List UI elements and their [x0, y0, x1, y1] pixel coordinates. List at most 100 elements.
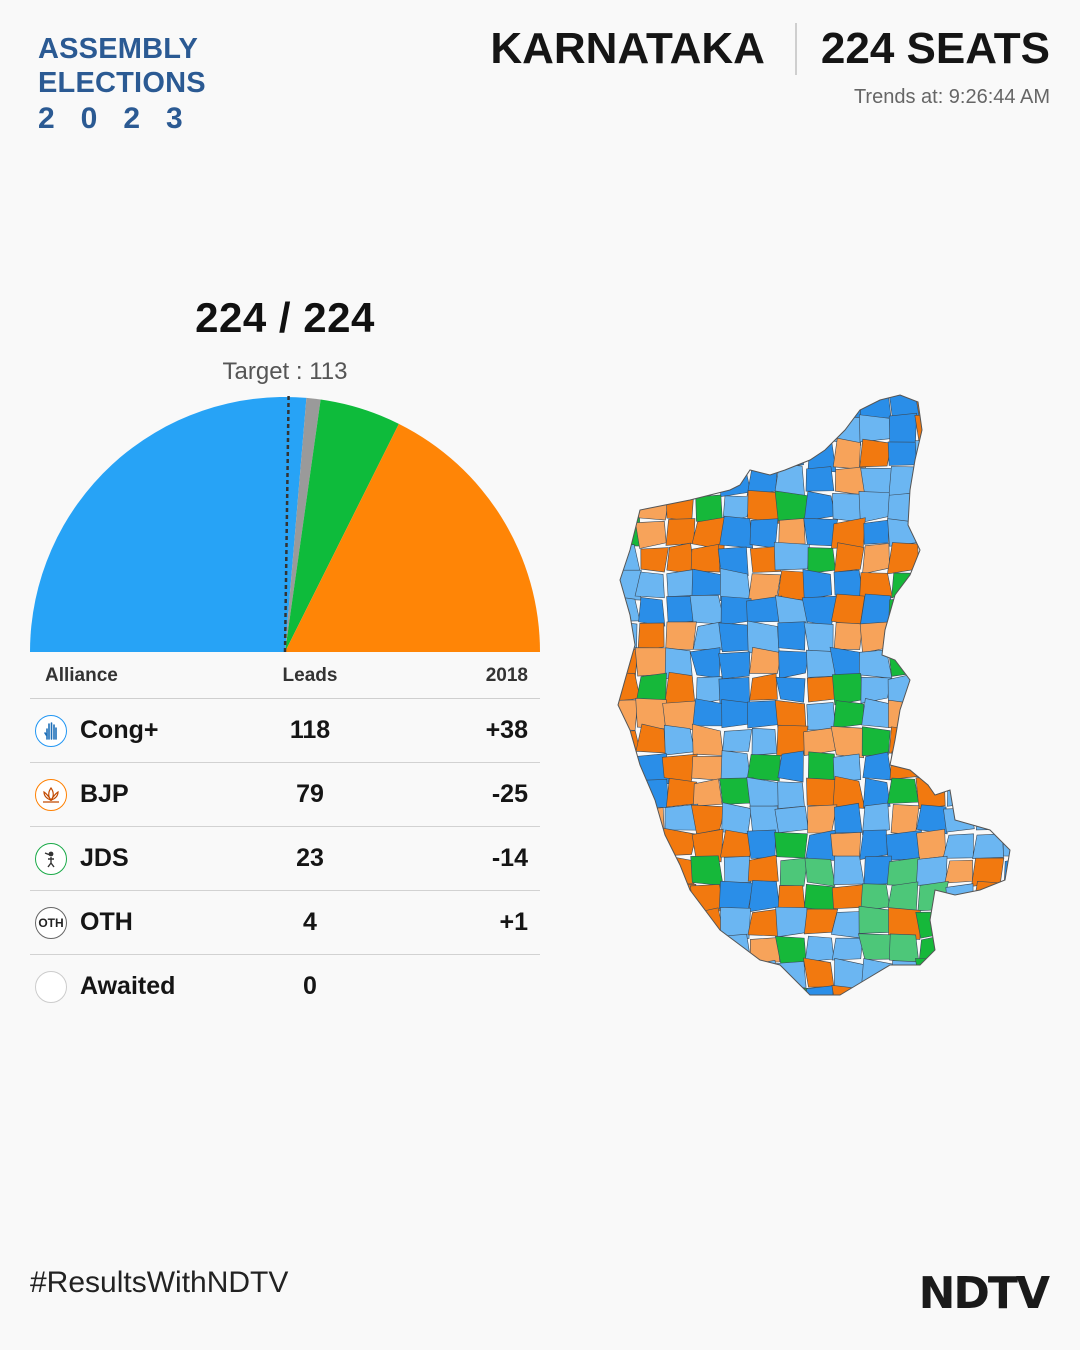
constituency-region [859, 829, 888, 860]
constituency-region [861, 726, 891, 756]
constituency-region [919, 727, 947, 756]
constituency-region [773, 541, 810, 571]
constituency-region [888, 699, 922, 729]
constituency-region [945, 908, 979, 936]
constituency-region [774, 700, 807, 729]
brand-line-1: ASSEMBLY [38, 33, 199, 65]
constituency-region [807, 804, 838, 834]
constituency-region [889, 751, 919, 780]
constituency-region [916, 855, 948, 886]
constituency-region [915, 911, 948, 939]
constituency-region [1002, 414, 1010, 444]
constituency-region [718, 880, 754, 912]
constituency-region [944, 859, 973, 884]
constituency-region [774, 490, 810, 522]
constituency-region [635, 413, 669, 441]
slice-cong [30, 397, 307, 652]
constituency-region [618, 963, 640, 991]
constituency-region [664, 438, 697, 471]
constituency-region [948, 961, 978, 992]
constituency-region [637, 622, 665, 652]
constituency-region [945, 596, 976, 622]
constituency-region [998, 700, 1010, 732]
constituency-region [775, 676, 806, 703]
constituency-region [691, 985, 726, 995]
table-row-cong: Cong+ 118 +38 [30, 699, 540, 763]
constituency-region [830, 726, 865, 759]
alliance-name: Cong+ [80, 716, 159, 744]
constituency-region [998, 753, 1010, 780]
constituency-region [918, 571, 948, 601]
constituency-region [858, 649, 893, 679]
constituency-region [696, 416, 724, 445]
constituency-region [634, 647, 668, 677]
seat-share-semicircle-chart [30, 395, 540, 653]
constituency-region [971, 395, 1003, 417]
alliance-name: JDS [80, 844, 129, 872]
constituency-region [1004, 934, 1010, 965]
constituency-region [972, 833, 1004, 860]
constituency-region [998, 959, 1010, 992]
constituency-region [976, 752, 1003, 782]
constituency-region [942, 724, 978, 758]
constituency-region [1000, 492, 1010, 522]
constituency-region [618, 439, 640, 473]
constituency-region [723, 855, 752, 883]
constituency-region [618, 620, 638, 653]
constituency-region [942, 985, 973, 995]
constituency-region [916, 804, 948, 835]
constituency-region [915, 490, 947, 524]
constituency-region [804, 857, 836, 887]
constituency-region [746, 829, 776, 859]
constituency-region [635, 960, 670, 987]
constituency-region [747, 439, 779, 470]
constituency-region [805, 395, 834, 415]
constituency-region [946, 520, 973, 545]
constituency-region [640, 881, 666, 915]
alliance-name: Awaited [80, 972, 176, 1000]
constituency-region [975, 729, 1005, 755]
constituency-region [834, 802, 863, 834]
constituency-region [664, 671, 696, 706]
constituency-region [690, 907, 725, 938]
constituency-region [804, 935, 835, 962]
constituency-region [777, 781, 805, 809]
constituency-region [778, 518, 806, 545]
constituency-region [914, 519, 948, 548]
constituency-region [778, 414, 807, 447]
constituency-region [888, 907, 921, 940]
constituency-region [749, 673, 778, 701]
change-2018: +1 [499, 908, 528, 936]
empty-circle-icon [35, 970, 67, 1003]
constituency-region [639, 467, 668, 499]
constituency-region [721, 417, 753, 447]
constituency-region [720, 829, 754, 858]
constituency-region [973, 441, 1003, 469]
constituency-region [971, 646, 1005, 675]
alliance-table: Alliance Leads 2018 Cong+ 118 +38 BJP 79… [30, 654, 540, 1018]
constituency-region [1000, 779, 1010, 809]
constituency-region [689, 884, 725, 913]
constituency-region [618, 885, 640, 914]
table-row-jds: JDS 23 -14 [30, 827, 540, 891]
constituency-region [618, 517, 641, 547]
constituency-region [858, 905, 892, 934]
constituency-region [857, 933, 892, 960]
election-brand: ASSEMBLY ELECTIONS 2023 [38, 32, 209, 138]
constituency-region [690, 855, 724, 886]
constituency-region [777, 750, 804, 783]
constituency-region [1002, 830, 1010, 857]
constituency-region [914, 699, 948, 727]
constituency-region [618, 491, 637, 520]
constituency-region [749, 646, 782, 674]
constituency-region [689, 647, 721, 679]
alliance-name: OTH [80, 908, 133, 936]
table-header: Alliance Leads 2018 [30, 654, 540, 699]
constituency-region [693, 778, 723, 807]
constituency-region [913, 985, 949, 995]
constituency-region [749, 937, 780, 964]
constituency-region [719, 441, 752, 469]
constituency-region [637, 441, 669, 471]
constituency-region [832, 775, 866, 809]
header-2018: 2018 [485, 665, 528, 686]
